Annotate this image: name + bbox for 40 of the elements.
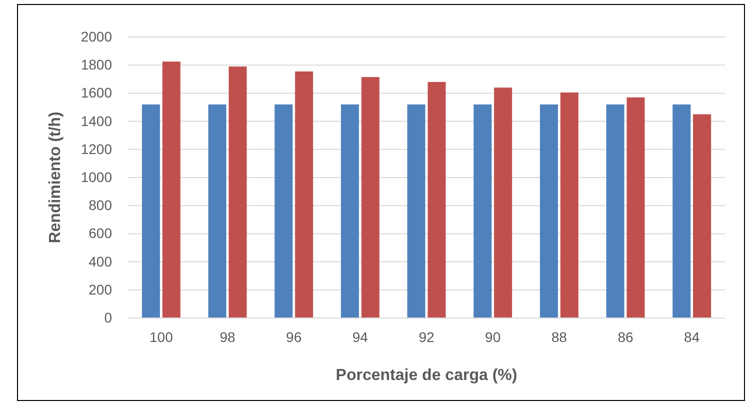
y-tick-label: 1800 [80, 56, 112, 73]
x-tick-label: 86 [618, 328, 634, 345]
bar [162, 62, 180, 318]
bar [142, 104, 160, 318]
bar [540, 104, 558, 318]
bar [361, 77, 380, 318]
bar [494, 88, 512, 318]
y-tick-label: 1200 [80, 140, 112, 157]
y-tick-label: 2000 [80, 28, 112, 44]
y-tick-label: 0 [104, 309, 112, 326]
bar [626, 97, 645, 318]
y-axis-title: Rendimiento (t/h) [47, 112, 64, 244]
y-tick-label: 800 [88, 197, 112, 214]
x-tick-label: 94 [352, 328, 368, 345]
bar [672, 104, 691, 318]
bar [340, 104, 359, 318]
x-tick-label: 88 [551, 328, 568, 345]
x-tick-label: 90 [485, 328, 501, 345]
bar [428, 82, 446, 318]
x-tick-label: 84 [684, 328, 700, 345]
x-tick-label: 92 [418, 328, 434, 345]
bar [474, 104, 492, 318]
y-tick-label: 200 [88, 281, 112, 298]
y-tick-label: 1400 [80, 112, 112, 129]
bar [295, 71, 314, 318]
bar [560, 92, 578, 318]
x-axis-title: Porcentaje de carga (%) [336, 367, 518, 384]
bar [228, 66, 247, 318]
x-tick-label: 98 [220, 328, 236, 345]
bar [208, 104, 226, 318]
x-tick-label: 100 [149, 328, 174, 345]
y-tick-label: 600 [88, 225, 112, 242]
x-tick-label: 96 [286, 328, 302, 345]
bar [407, 104, 426, 318]
y-tick-label: 1000 [80, 168, 112, 185]
y-tick-label: 400 [88, 253, 112, 270]
bar [274, 104, 293, 318]
bar [606, 104, 624, 318]
bar [693, 114, 712, 318]
y-tick-label: 1600 [80, 84, 112, 101]
